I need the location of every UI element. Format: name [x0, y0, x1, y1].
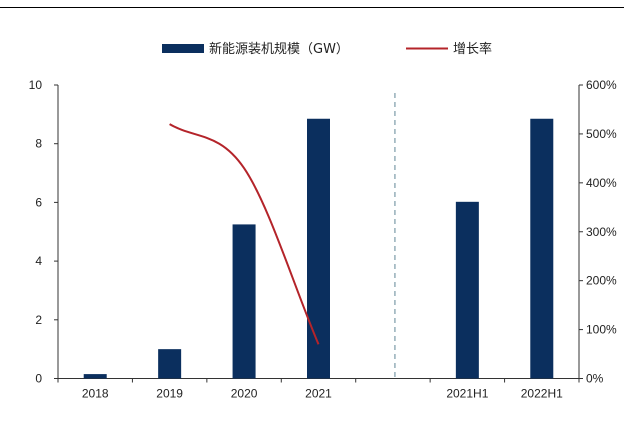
- bar-2021H1: [455, 201, 479, 379]
- bar-2019: [158, 349, 182, 379]
- y-left-tick-label: 4: [35, 254, 42, 268]
- legend-bar-swatch: [162, 44, 204, 53]
- bar-2022H1: [530, 118, 554, 379]
- bar-2021: [307, 118, 330, 379]
- legend-bar-label: 新能源装机规模（GW）: [209, 41, 349, 57]
- x-tick-label: 2022H1: [521, 387, 563, 401]
- x-tick-label: 2020: [231, 387, 258, 401]
- legend: 新能源装机规模（GW） 增长率: [162, 41, 492, 57]
- legend-item-line: 增长率: [406, 41, 492, 57]
- y-left-tick-label: 2: [35, 313, 42, 327]
- y-left-tick-label: 0: [35, 372, 42, 386]
- x-tick-label: 2021H1: [446, 387, 488, 401]
- y-right-tick-label: 500%: [586, 127, 617, 141]
- bar-2018: [83, 374, 107, 379]
- y-right-tick-label: 200%: [586, 274, 617, 288]
- bar-2020: [232, 224, 256, 379]
- x-tick-label: 2021: [305, 387, 332, 401]
- x-tick-label: 2018: [82, 387, 109, 401]
- y-left-tick-label: 10: [29, 78, 43, 92]
- x-tick-label: 2019: [156, 387, 183, 401]
- growth-rate-line: [169, 123, 320, 345]
- y-left-tick-label: 6: [35, 195, 42, 209]
- legend-line-label: 增长率: [453, 41, 492, 57]
- y-right-tick-label: 400%: [586, 176, 617, 190]
- legend-item-bar: 新能源装机规模（GW）: [162, 41, 349, 57]
- y-right-tick-label: 300%: [586, 225, 617, 239]
- y-left-tick-label: 8: [35, 137, 42, 151]
- y-right-tick-label: 600%: [586, 78, 617, 92]
- y-right-tick-label: 0%: [586, 372, 604, 386]
- y-right-tick-label: 100%: [586, 323, 617, 337]
